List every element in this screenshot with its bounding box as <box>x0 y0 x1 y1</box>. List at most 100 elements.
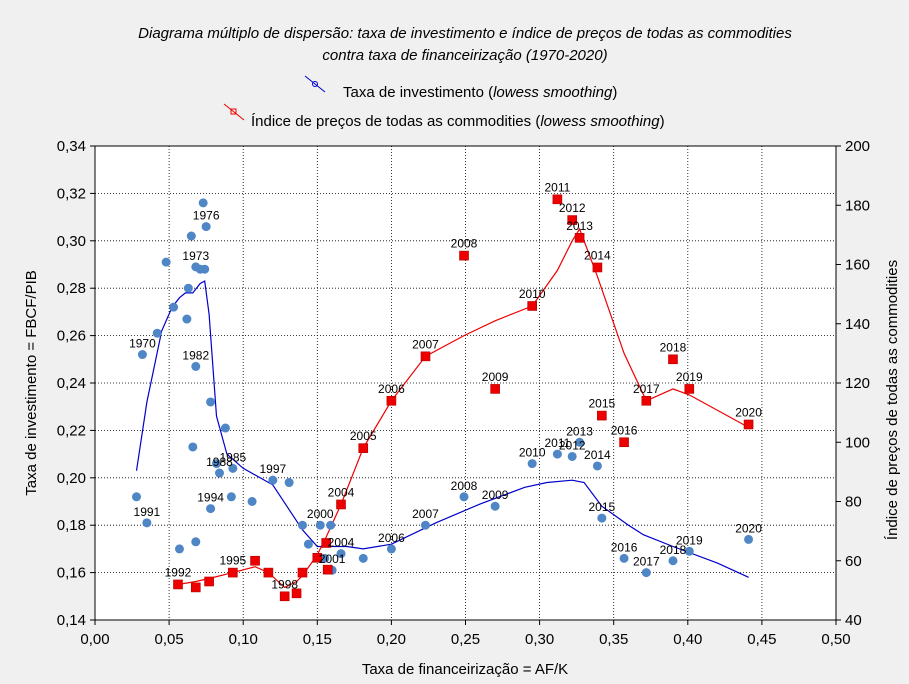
y-tick-label: 0,34 <box>57 138 86 155</box>
investment-point-label: 2007 <box>412 507 439 521</box>
investment-point-label: 2000 <box>307 507 334 521</box>
investment-point <box>186 231 196 241</box>
y2-tick-label: 160 <box>845 257 870 274</box>
commodity-point <box>250 555 260 566</box>
investment-point <box>326 520 336 530</box>
grid <box>95 146 836 620</box>
commodity-point-label: 2012 <box>559 201 586 215</box>
investment-point-label: 2016 <box>611 540 638 554</box>
commodity-point <box>552 194 563 205</box>
investment-point <box>152 328 162 338</box>
commodity-point <box>312 552 323 563</box>
investment-point <box>567 451 577 461</box>
commodity-point-label: 2017 <box>633 382 660 396</box>
commodity-point-label: 2016 <box>611 423 638 437</box>
legend-investment-marker <box>312 81 318 87</box>
commodity-point <box>597 410 607 421</box>
investment-point-label: 2014 <box>584 448 611 462</box>
investment-point <box>191 537 201 547</box>
investment-point-label: 1991 <box>134 505 161 519</box>
y2-axis-label: Índice de preços de todas as commodities <box>884 260 901 540</box>
y-tick-label: 0,30 <box>57 233 86 250</box>
investment-point-label: 2010 <box>519 446 546 460</box>
investment-point <box>668 556 678 566</box>
commodity-point <box>684 384 695 394</box>
investment-point <box>619 553 629 563</box>
y-tick-label: 0,20 <box>57 470 86 487</box>
y-tick-label: 0,18 <box>57 517 86 534</box>
investment-point <box>206 397 216 407</box>
investment-point <box>552 449 562 459</box>
investment-point <box>744 534 754 544</box>
investment-point <box>284 478 294 488</box>
commodity-point-label: 2019 <box>676 370 703 384</box>
data-points <box>131 194 754 602</box>
x-tick-label: 0,25 <box>451 631 480 648</box>
investment-point <box>597 513 607 523</box>
chart-title-line2: contra taxa de financeirização (1970-202… <box>322 47 607 64</box>
investment-point <box>575 437 585 447</box>
investment-point <box>183 283 193 293</box>
investment-point <box>137 350 147 360</box>
commodity-point <box>527 301 537 311</box>
commodity-point-label: 1995 <box>219 554 246 568</box>
y-axis-label: Taxa de investimento = FBCF/PIB <box>23 270 40 496</box>
investment-point <box>174 544 184 554</box>
investment-point <box>200 264 210 274</box>
investment-point <box>214 468 224 478</box>
investment-point-label: 1973 <box>182 249 209 263</box>
investment-point <box>336 549 346 559</box>
commodity-point <box>297 567 308 578</box>
x-tick-label: 0,05 <box>154 631 183 648</box>
commodity-point <box>322 564 333 575</box>
commodity-point-label: 2010 <box>519 287 546 301</box>
investment-point-label: 1985 <box>219 450 246 464</box>
x-tick-label: 0,35 <box>599 631 628 648</box>
commodity-point <box>490 384 500 394</box>
commodity-point <box>336 499 346 510</box>
investment-point <box>247 497 257 506</box>
y2-tick-label: 60 <box>845 553 862 570</box>
y-tick-label: 0,26 <box>57 328 86 345</box>
commodity-point-label: 1998 <box>271 577 298 591</box>
commodity-point-label: 2004 <box>328 485 355 499</box>
commodity-point <box>743 419 754 430</box>
x-tick-label: 0,15 <box>303 631 332 648</box>
y-tick-label: 0,24 <box>57 375 86 392</box>
legend-commodities-marker <box>230 108 237 115</box>
commodity-point-label: 2014 <box>584 248 611 262</box>
y2-tick-label: 120 <box>845 375 870 392</box>
commodity-point-label: 2008 <box>451 237 478 251</box>
y2-tick-label: 40 <box>845 612 862 629</box>
legend-item-commodities: Índice de preços de todas as commodities… <box>223 103 665 130</box>
investment-point-label: 2017 <box>633 555 660 569</box>
x-tick-label: 0,45 <box>747 631 776 648</box>
investment-point <box>268 475 278 485</box>
investment-point <box>212 459 222 469</box>
y-tick-label: 0,32 <box>57 185 86 202</box>
investment-point-label: 1994 <box>197 491 224 505</box>
investment-point <box>592 461 602 471</box>
investment-point-label: 1982 <box>182 348 209 362</box>
commodity-point <box>291 588 302 599</box>
commodity-point <box>358 443 369 453</box>
y2-tick-label: 180 <box>845 197 870 214</box>
y-tick-label: 0,16 <box>57 565 86 582</box>
x-tick-label: 0,50 <box>821 631 850 648</box>
commodity-point-label: 2020 <box>735 405 762 419</box>
commodity-point <box>190 582 201 593</box>
investment-point <box>228 463 238 473</box>
investment-point-label: 2012 <box>559 438 586 452</box>
y-tick-label: 0,14 <box>57 612 86 629</box>
commodity-point-label: 2011 <box>544 180 570 194</box>
investment-lowess-line <box>135 280 749 578</box>
investment-point <box>206 504 216 514</box>
axis-ticks: 0,00 0,05 0,10 0,15 0,20 0,25 0,30 0,35 0,40 0,45… <box>57 138 870 648</box>
commodity-point-label: 1992 <box>165 565 192 579</box>
investment-point-label: 2009 <box>482 488 509 502</box>
commodity-point-label: 2006 <box>378 382 405 396</box>
investment-point <box>303 539 313 549</box>
chart-title-line1: Diagrama múltiplo de dispersão: taxa de … <box>138 25 792 42</box>
investment-point <box>320 553 330 563</box>
investment-point <box>220 423 230 433</box>
